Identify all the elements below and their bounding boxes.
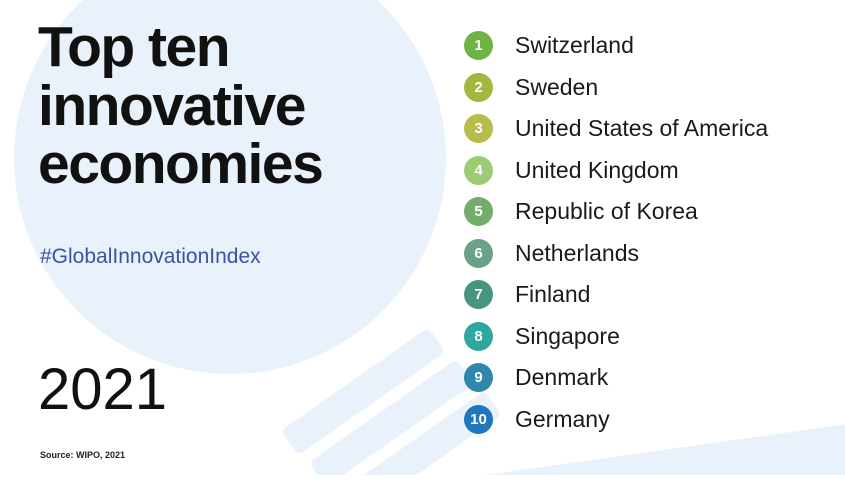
rank-badge: 1 [464, 31, 493, 60]
bulb-neck [283, 329, 500, 480]
rank-country-label: Singapore [515, 322, 620, 349]
hashtag-label: #GlobalInnovationIndex [40, 245, 261, 268]
rank-country-label: United Kingdom [515, 156, 679, 183]
rank-country-label: Netherlands [515, 239, 640, 266]
ranking-row: 10 Germany [464, 404, 768, 434]
ranking-row: 6 Netherlands [464, 238, 768, 268]
ranking-row: 3 United States of America [464, 114, 768, 143]
rank-badge: 8 [464, 321, 493, 351]
bottom-right-band [426, 410, 845, 480]
rank-country-label: Denmark [515, 364, 609, 390]
title-line-3: economies [38, 132, 324, 197]
bulb-circle [14, 0, 446, 374]
year-label: 2021 [38, 357, 168, 422]
ranking-row: 7 Finland [464, 280, 768, 309]
ranking-row: 5 Republic of Korea [464, 197, 768, 226]
ranking-row: 4 United Kingdom [464, 155, 768, 185]
rank-badge: 9 [464, 363, 493, 392]
source-label: Source: WIPO, 2021 [40, 450, 126, 460]
rank-badge: 5 [464, 197, 493, 226]
ranking-row: 8 Singapore [464, 321, 768, 351]
rank-country-label: Germany [515, 405, 610, 432]
ranking-row: 1 Switzerland [464, 31, 768, 60]
rank-country-label: Switzerland [515, 32, 634, 58]
rank-country-label: Finland [515, 281, 591, 307]
rank-country-label: United States of America [515, 115, 769, 141]
ranking-list: 1 Switzerland 2 Sweden 3 United States of Ame… [464, 31, 768, 434]
rank-badge: 2 [464, 72, 493, 102]
title-line-2: innovative [38, 73, 306, 138]
title-line-1: Top ten [38, 15, 231, 79]
rank-badge: 7 [464, 280, 493, 309]
ranking-row: 2 Sweden [464, 72, 768, 102]
rank-badge: 6 [464, 238, 493, 268]
rank-badge: 4 [464, 155, 493, 185]
rank-country-label: Republic of Korea [515, 198, 698, 224]
ranking-row: 9 Denmark [464, 363, 768, 392]
rank-badge: 3 [464, 114, 493, 143]
rank-badge: 10 [464, 404, 493, 434]
rank-country-label: Sweden [515, 73, 599, 100]
page-title: Top ten innovative economies [38, 15, 324, 197]
